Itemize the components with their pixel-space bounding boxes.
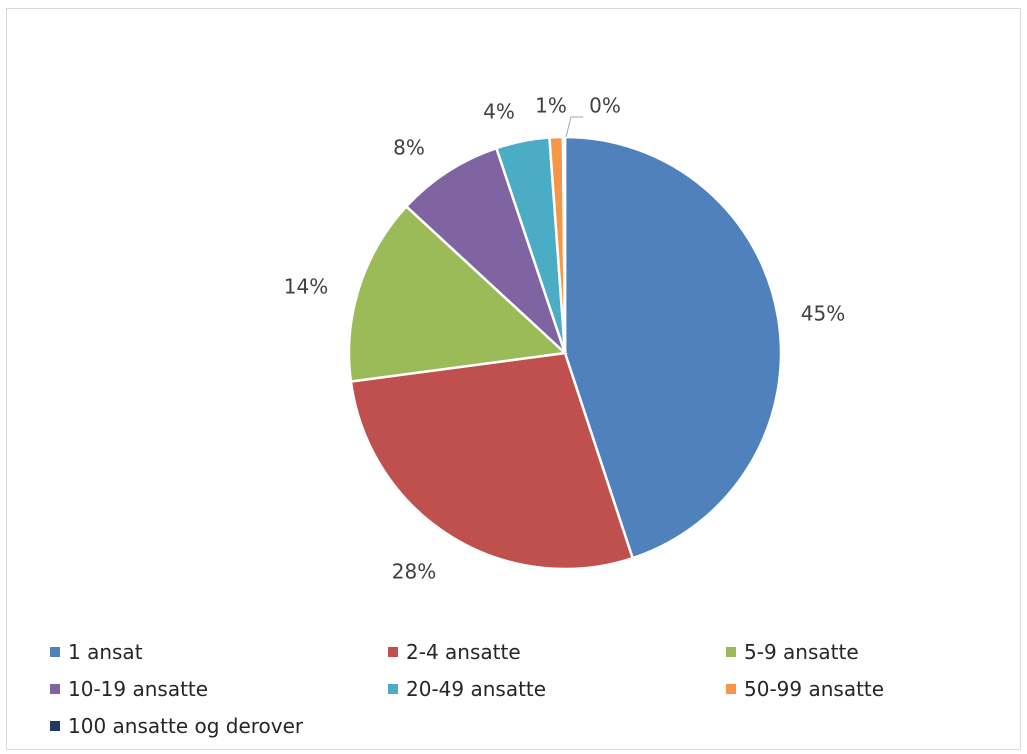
legend-swatch (50, 684, 60, 694)
legend-swatch (726, 647, 736, 657)
legend-swatch (726, 684, 736, 694)
pie-slice-5-9-ansatte (347, 204, 568, 383)
legend-swatch (50, 721, 60, 731)
data-label-5-9-ansatte: 14% (284, 275, 328, 299)
legend-item-5-9-ansatte: 5-9 ansatte (726, 640, 859, 664)
legend-item-2-4-ansatte: 2-4 ansatte (388, 640, 521, 664)
legend-label: 5-9 ansatte (744, 640, 859, 664)
legend-item-1-ansat: 1 ansat (50, 640, 143, 664)
leader-line (565, 116, 583, 138)
pie-slice-2-4-ansatte (349, 351, 635, 571)
pie-slice-1-ansat (563, 135, 783, 560)
legend-label: 100 ansatte og derover (68, 714, 304, 738)
legend-label: 50-99 ansatte (744, 677, 885, 701)
data-label-20-49-ansatte: 4% (483, 100, 515, 124)
legend-item-100-ansatte-og-derover: 100 ansatte og derover (50, 714, 303, 738)
legend-item-20-49-ansatte: 20-49 ansatte (388, 677, 546, 701)
data-label-1-ansat: 45% (801, 302, 845, 326)
data-label-10-19-ansatte: 8% (393, 136, 425, 160)
legend-label: 1 ansat (68, 640, 143, 664)
pie-slice-10-19-ansatte (404, 146, 567, 354)
data-label-50-99-ansatte: 1% (535, 94, 567, 118)
legend-swatch (388, 684, 398, 694)
legend-item-50-99-ansatte: 50-99 ansatte (726, 677, 884, 701)
pie-slice-100-ansatte-og-derover (561, 135, 567, 354)
legend-swatch (50, 647, 60, 657)
legend-label: 10-19 ansatte (68, 677, 209, 701)
legend-item-10-19-ansatte: 10-19 ansatte (50, 677, 208, 701)
data-label-100-ansatte-og-derover: 0% (589, 94, 621, 118)
data-label-2-4-ansatte: 28% (392, 560, 436, 584)
legend-label: 2-4 ansatte (406, 640, 521, 664)
legend-swatch (388, 647, 398, 657)
legend-label: 20-49 ansatte (406, 677, 547, 701)
